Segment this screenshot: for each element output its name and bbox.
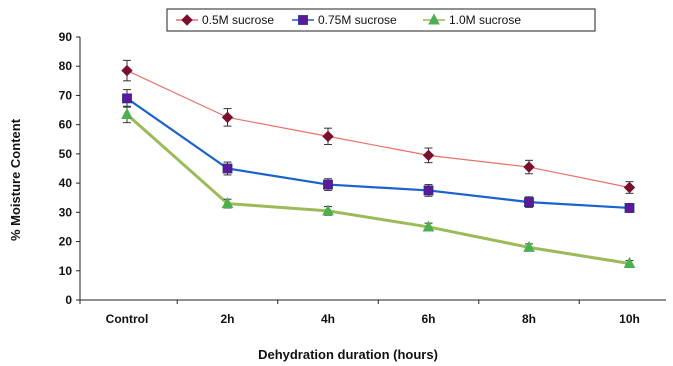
data-point xyxy=(624,203,635,213)
series-2 xyxy=(122,89,635,213)
x-tick-label: 4h xyxy=(321,312,335,326)
y-tick-label: 10 xyxy=(59,264,73,278)
data-point xyxy=(121,64,133,77)
legend-entry: 1.0M sucrose xyxy=(423,13,521,27)
data-point xyxy=(221,196,234,209)
data-point xyxy=(323,179,333,190)
y-tick-label: 80 xyxy=(59,59,73,73)
legend-box xyxy=(166,8,596,32)
data-point xyxy=(221,111,234,124)
x-tick-label: 2h xyxy=(220,312,234,326)
y-tick-label: 70 xyxy=(59,88,73,102)
x-tick-label: Control xyxy=(106,312,149,326)
legend-swatch-marker xyxy=(428,13,440,25)
y-tick-label: 90 xyxy=(59,30,73,44)
data-point xyxy=(121,107,133,119)
legend-swatch-marker xyxy=(181,14,193,26)
series-1 xyxy=(121,59,636,194)
data-point xyxy=(322,130,334,143)
y-axis-title: % Moisture Content xyxy=(8,118,23,241)
data-point xyxy=(422,220,435,232)
x-tick-label: 10h xyxy=(619,312,640,326)
data-point xyxy=(623,256,636,268)
data-point xyxy=(423,185,434,196)
legend-label: 1.0M sucrose xyxy=(449,13,521,27)
x-tick-label: 6h xyxy=(421,312,435,326)
plot-area: 0 10 20 30 40 50 60 70 80 90 Control 2h 4h 6h 8h 10h xyxy=(59,30,666,326)
series-line xyxy=(126,113,630,265)
legend-swatch-marker xyxy=(298,15,308,25)
y-tick-label: 60 xyxy=(59,118,73,132)
series-3 xyxy=(121,105,636,268)
data-point xyxy=(122,93,132,104)
data-point xyxy=(322,204,334,216)
legend-label: 0.75M sucrose xyxy=(318,13,397,27)
data-point xyxy=(523,240,535,252)
data-point xyxy=(524,197,534,208)
y-tick-label: 30 xyxy=(59,205,73,219)
legend: 0.5M sucrose 0.75M sucrose 1.0M sucrose xyxy=(166,8,596,32)
data-point xyxy=(523,161,535,173)
legend-entry: 0.75M sucrose xyxy=(292,13,397,27)
legend-entry: 0.5M sucrose xyxy=(176,13,274,27)
legend-label: 0.5M sucrose xyxy=(202,13,274,27)
y-tick-label: 40 xyxy=(59,176,73,190)
data-point xyxy=(222,163,233,174)
y-tick-label: 0 xyxy=(65,293,72,307)
data-point xyxy=(422,149,435,162)
data-point xyxy=(623,181,636,194)
series-line xyxy=(126,97,630,210)
y-tick-label: 50 xyxy=(59,147,73,161)
x-tick-label: 8h xyxy=(522,312,536,326)
x-axis-title: Dehydration duration (hours) xyxy=(258,347,438,362)
series-line xyxy=(126,70,630,189)
y-tick-label: 20 xyxy=(59,235,73,249)
